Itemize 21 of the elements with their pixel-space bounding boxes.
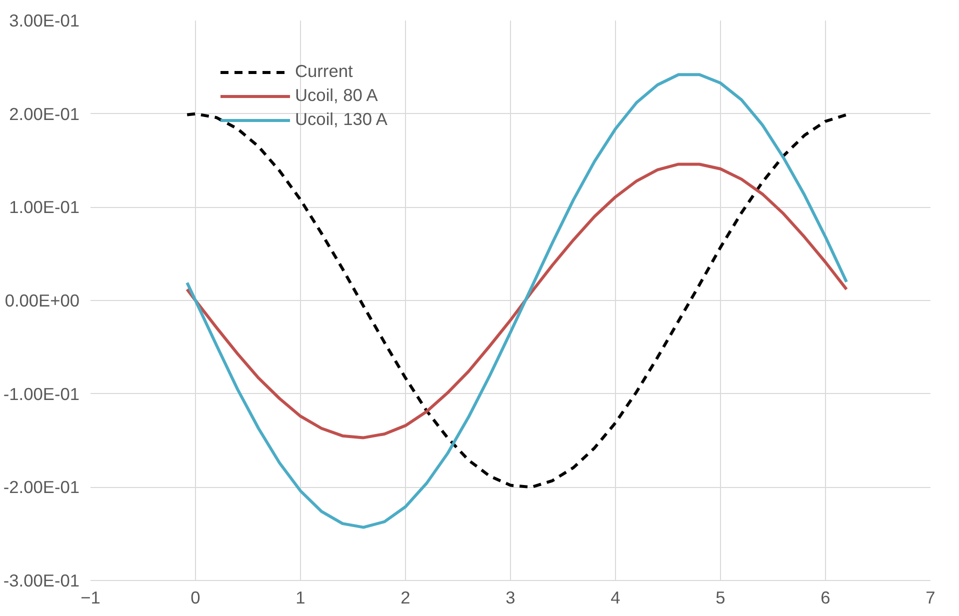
x-tick-label: 2 [400,588,410,608]
x-tick-label: 3 [506,588,516,608]
x-tick-label: 6 [820,588,830,608]
line-series [186,112,848,489]
legend-label: Ucoil, 130 A [295,109,388,130]
line-series [186,162,848,440]
legend-label: Current [295,61,353,82]
y-tick-label: 0.00E+00 [4,290,80,310]
x-tick-label: 4 [610,588,621,608]
x-tick-label: −1 [80,588,100,608]
legend-label: Ucoil, 80 A [295,85,378,106]
y-tick-label: -2.00E-01 [3,477,80,498]
y-tick-label: -3.00E-01 [3,570,80,590]
y-tick-label: 3.00E-01 [9,10,80,30]
x-tick-label: 1 [296,588,306,608]
y-tick-label: 1.00E-01 [9,197,80,218]
x-tick-label: 7 [926,588,936,608]
y-tick-label: 2.00E-01 [9,104,80,124]
y-tick-label: -1.00E-01 [3,384,80,404]
x-tick-label: 0 [190,588,200,608]
x-tick-label: 5 [716,588,726,608]
